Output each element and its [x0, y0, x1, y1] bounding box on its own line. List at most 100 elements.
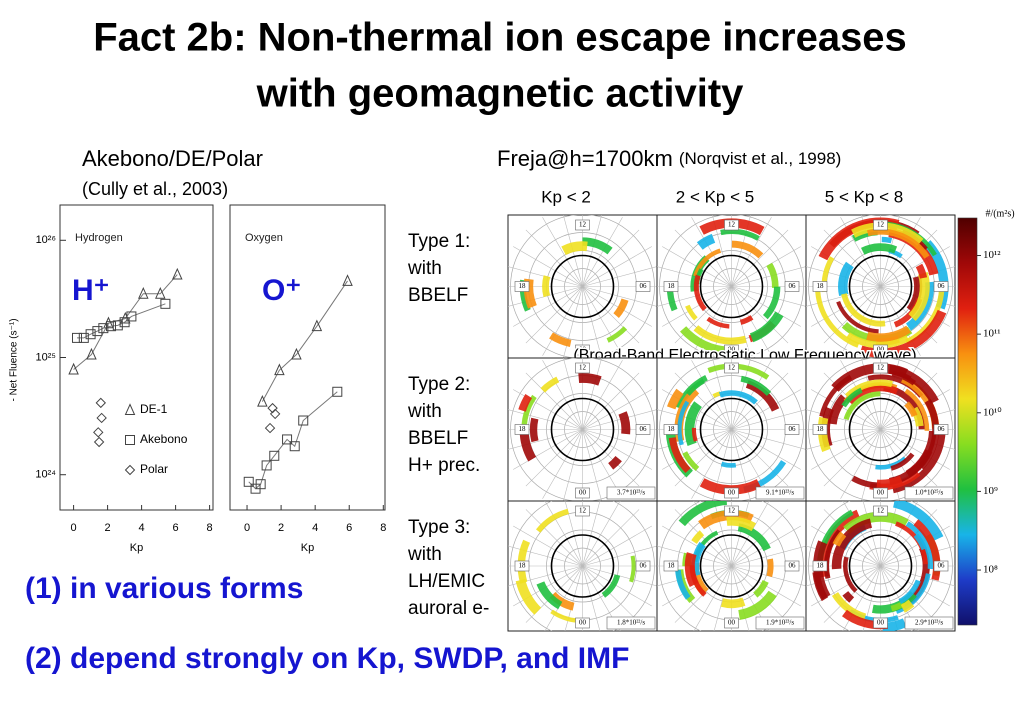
clock-label: 00 [579, 489, 587, 497]
flux-arc [698, 510, 754, 530]
row-label: with [407, 544, 442, 565]
panel-title: Hydrogen [75, 232, 123, 244]
polar-spoke [662, 429, 732, 470]
marker-triangle [138, 287, 149, 299]
polar-spoke [525, 372, 583, 430]
flux-arc [766, 262, 779, 289]
flux-arc [693, 274, 707, 312]
flux-arc [824, 529, 842, 579]
inner-circle [550, 254, 615, 319]
flux-arc [861, 243, 898, 255]
flux-arc [898, 579, 921, 604]
flux-arc [812, 571, 829, 602]
flux-arc [908, 271, 930, 321]
polar-spoke [582, 565, 652, 607]
row-label: with [407, 401, 442, 422]
polar-spoke [731, 286, 772, 356]
polar-spoke [525, 509, 583, 567]
flux-box [904, 616, 954, 630]
polar-spoke [582, 509, 640, 567]
clock-label: 18 [817, 425, 825, 433]
flux-arc [842, 591, 855, 603]
flux-arc [678, 501, 727, 527]
flux-box [755, 486, 805, 500]
polar-spoke [582, 286, 602, 358]
polar-spoke [811, 389, 881, 430]
marker-square [289, 441, 300, 452]
flux-arc [831, 592, 867, 621]
clock-box [873, 617, 888, 629]
clock-label: 00 [877, 619, 885, 627]
polar-spoke [582, 565, 657, 587]
flux-arc [841, 293, 886, 327]
clock-label: 12 [579, 364, 587, 372]
polar-spoke [564, 501, 583, 567]
polar-spoke [582, 545, 657, 567]
polar-spoke [582, 360, 623, 430]
flux-arc [843, 556, 858, 593]
polar-spoke [713, 565, 732, 631]
flux-box [606, 486, 656, 500]
marker-diamond [96, 412, 107, 424]
flux-arc [677, 400, 690, 446]
polar-spoke [662, 525, 732, 567]
polar-spoke [542, 217, 583, 287]
flux-arc [819, 374, 852, 417]
clock-label: 00 [728, 619, 736, 627]
ion-label: H⁺ [72, 274, 110, 307]
polar-spoke [731, 389, 801, 430]
flux-arc [561, 241, 588, 255]
flux-arc [629, 555, 636, 583]
marker-triangle [124, 403, 136, 415]
flux-arc [720, 461, 737, 468]
polar-spoke [582, 501, 601, 567]
polar-spoke [662, 286, 732, 327]
marker-triangle [311, 319, 323, 332]
row-label: Type 2: [408, 374, 470, 395]
polar-spoke [582, 246, 652, 287]
flux-arc [707, 363, 770, 380]
marker-square [261, 460, 272, 471]
flux-arc [740, 375, 772, 396]
clock-box [635, 281, 651, 292]
polar-spoke [525, 286, 583, 344]
polar-spoke [880, 565, 955, 587]
flux-arc [549, 332, 572, 347]
row-label: BBELF [408, 428, 468, 449]
flux-arc [682, 451, 700, 471]
clock-box [575, 362, 590, 374]
clock-label: 12 [579, 221, 587, 229]
flux-arc [818, 217, 900, 261]
flux-box [755, 616, 805, 630]
polar-spoke [861, 429, 881, 501]
right-heading-main: Freja@h=1700km [497, 146, 673, 171]
flux-arc [851, 222, 924, 246]
polar-spoke [842, 565, 881, 631]
polar-spoke [657, 286, 732, 307]
series-line [248, 391, 338, 490]
flux-arc [888, 364, 939, 404]
flux-arc [745, 380, 780, 412]
clock-box [514, 424, 530, 435]
polar-spoke [693, 565, 732, 631]
polar-spoke [731, 286, 751, 358]
flux-arc [542, 275, 551, 298]
clock-label: 18 [817, 282, 825, 290]
panel-title: Oxygen [245, 232, 283, 244]
polar-spoke [731, 429, 801, 470]
clock-box [575, 344, 590, 356]
flux-arc [684, 401, 702, 446]
clock-box [873, 362, 888, 374]
x-tick-label: 8 [207, 522, 213, 534]
left-citation: (Cully et al., 2003) [82, 179, 228, 199]
flux-arc [875, 456, 907, 470]
polar-spoke [582, 266, 657, 287]
x-tick-label: 8 [380, 522, 386, 534]
marker-square [160, 298, 171, 309]
polar-spoke [691, 429, 732, 499]
polar-spoke [840, 429, 881, 499]
clock-label: 18 [668, 425, 676, 433]
clock-label: 00 [877, 346, 885, 354]
clock-box [663, 281, 679, 292]
clock-box [724, 617, 739, 629]
